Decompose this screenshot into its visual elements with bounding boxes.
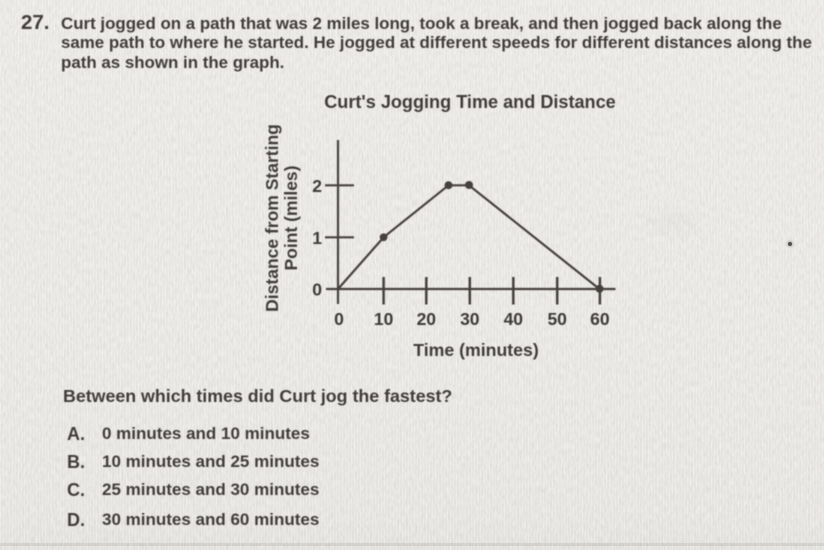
svg-text:50: 50	[547, 309, 567, 329]
svg-text:2: 2	[312, 176, 322, 196]
svg-text:60: 60	[590, 309, 610, 329]
svg-text:1: 1	[312, 228, 322, 248]
svg-text:40: 40	[504, 309, 524, 329]
svg-text:20: 20	[417, 309, 437, 329]
svg-text:0: 0	[312, 280, 322, 300]
svg-text:10: 10	[374, 309, 394, 329]
svg-text:0: 0	[334, 309, 344, 329]
svg-text:30: 30	[460, 309, 480, 329]
